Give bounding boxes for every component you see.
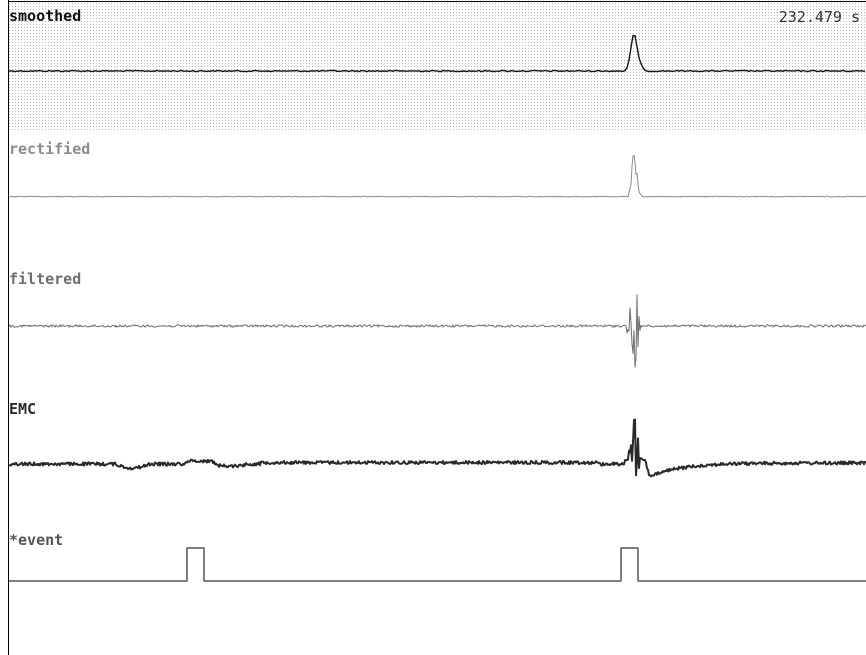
channel-label-filtered: filtered — [9, 270, 82, 288]
time-unit: s — [850, 8, 860, 26]
smoothed-trace — [8, 35, 866, 73]
channel-label-smoothed: smoothed — [9, 7, 82, 25]
channel-label-emc: EMC — [9, 400, 37, 418]
filtered-trace — [8, 294, 866, 368]
smoothed-grid-background — [8, 2, 866, 132]
time-value: 232.479 — [778, 8, 842, 26]
event-trace — [9, 547, 866, 582]
channel-label-rectified: rectified — [9, 140, 91, 158]
rectified-trace — [8, 155, 866, 198]
time-cursor-readout: 232.479 s — [779, 8, 860, 26]
channel-label-event: *event — [9, 531, 64, 549]
emc-trace — [8, 418, 866, 478]
